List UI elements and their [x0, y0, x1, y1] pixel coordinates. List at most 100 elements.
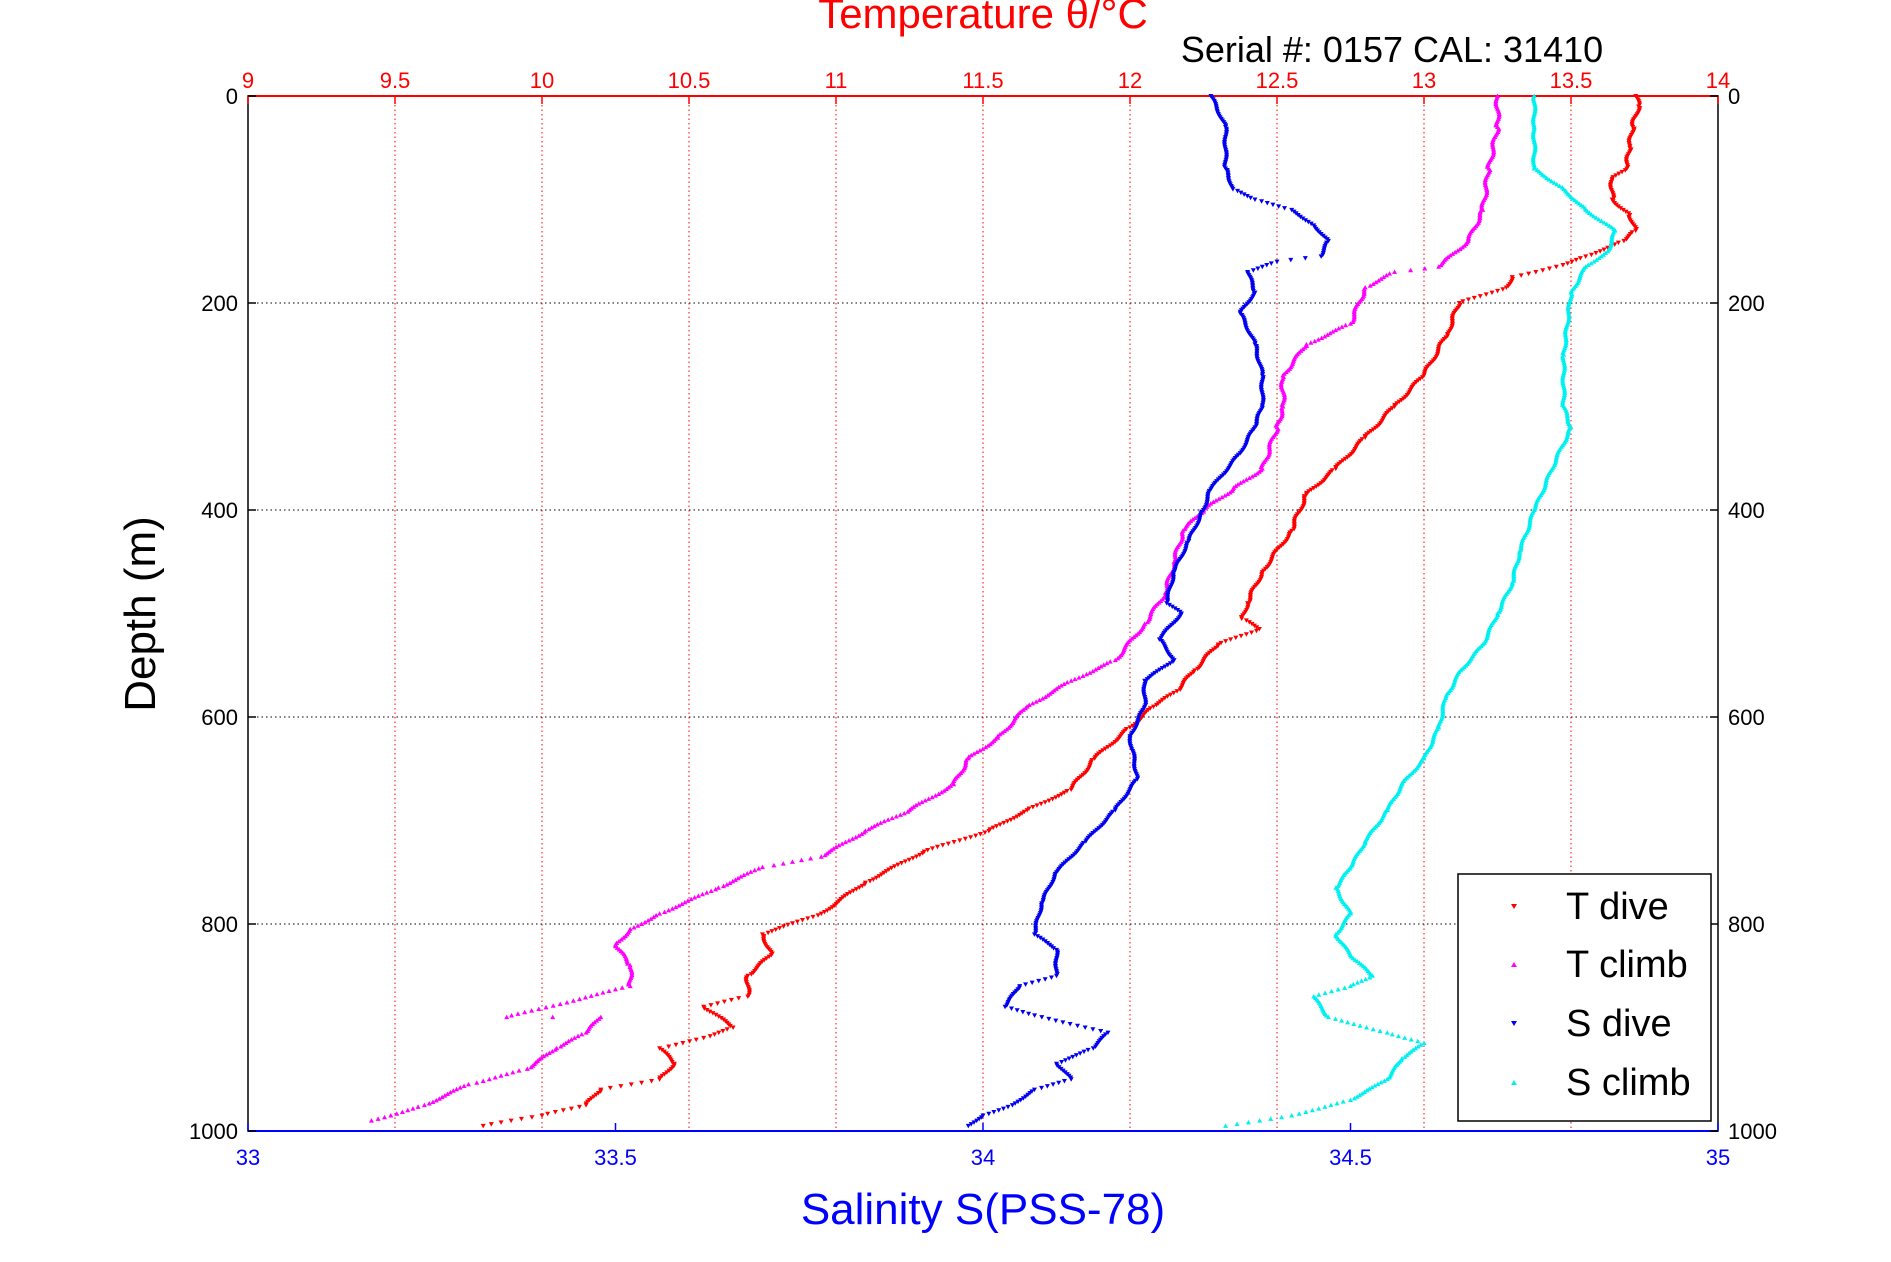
data-point — [1247, 599, 1253, 605]
data-point — [405, 1107, 411, 1113]
data-point — [1615, 240, 1621, 246]
data-point — [1370, 427, 1376, 432]
data-point — [979, 1115, 985, 1120]
tick-label-bottom: 35 — [1706, 1145, 1730, 1170]
data-point — [1159, 666, 1165, 671]
data-point — [498, 1120, 504, 1125]
data-point — [1305, 219, 1311, 225]
data-point — [1363, 976, 1369, 982]
data-point — [1020, 1009, 1026, 1015]
data-point — [889, 865, 895, 871]
data-point — [591, 1094, 597, 1099]
data-point — [1213, 497, 1219, 503]
data-point — [1420, 375, 1426, 380]
legend-marker-t-climb — [1511, 962, 1517, 967]
data-point — [1026, 702, 1032, 708]
data-point — [1553, 264, 1559, 270]
data-point — [474, 1080, 480, 1085]
data-point — [1059, 1060, 1065, 1065]
data-point — [1616, 171, 1622, 177]
data-point — [1107, 659, 1113, 664]
data-point — [827, 906, 833, 912]
data-point — [846, 838, 852, 843]
data-point — [785, 922, 791, 928]
data-point — [594, 991, 600, 997]
data-point — [1596, 216, 1602, 222]
data-point — [1362, 284, 1368, 290]
data-point — [1248, 195, 1254, 201]
data-point — [1546, 177, 1552, 182]
data-point — [642, 919, 648, 925]
data-point — [1333, 885, 1339, 890]
data-point — [1127, 725, 1133, 730]
data-point — [885, 817, 891, 822]
data-point — [1336, 325, 1342, 331]
data-point — [911, 804, 917, 809]
data-point — [1251, 623, 1257, 629]
data-point — [1240, 478, 1246, 484]
data-point — [1257, 1118, 1263, 1123]
tick-label-left: 600 — [201, 705, 238, 730]
data-point — [715, 885, 721, 890]
data-point — [1276, 204, 1282, 209]
data-point — [1020, 707, 1026, 712]
data-point — [704, 1007, 710, 1013]
data-point — [1375, 1081, 1381, 1087]
data-point — [1093, 1044, 1099, 1049]
tick-label-bottom: 33.5 — [594, 1145, 637, 1170]
data-point — [876, 874, 882, 879]
data-point — [1019, 811, 1025, 816]
data-point — [920, 851, 926, 856]
data-point — [1042, 977, 1048, 982]
data-point — [1012, 1101, 1018, 1106]
data-point — [752, 867, 758, 873]
data-point — [929, 794, 935, 800]
data-point — [1000, 1106, 1006, 1112]
data-point — [715, 1001, 721, 1006]
data-point — [1335, 987, 1341, 992]
data-point — [862, 882, 868, 887]
data-point — [1606, 223, 1612, 228]
data-point — [781, 924, 787, 929]
data-point — [1366, 1086, 1372, 1091]
data-point — [977, 832, 983, 837]
data-point — [881, 818, 887, 824]
data-point — [976, 1116, 982, 1122]
data-point — [454, 1086, 460, 1092]
data-point — [699, 891, 705, 897]
data-point — [1596, 255, 1602, 261]
data-point — [1565, 261, 1571, 266]
data-point — [516, 1068, 522, 1073]
data-point — [568, 1106, 574, 1112]
data-point — [1583, 254, 1589, 259]
data-point — [673, 904, 679, 910]
data-point — [635, 923, 641, 928]
data-point — [732, 877, 738, 882]
data-point — [1001, 820, 1007, 826]
data-point — [1622, 168, 1628, 173]
data-point — [1238, 633, 1244, 639]
data-point — [1165, 662, 1171, 668]
data-point — [735, 875, 741, 881]
data-point — [1315, 337, 1321, 342]
data-point — [1216, 496, 1222, 501]
data-point — [1064, 679, 1070, 685]
data-point — [945, 841, 951, 847]
data-point — [736, 996, 742, 1001]
data-point — [849, 836, 855, 841]
data-point — [1274, 259, 1280, 265]
data-point — [730, 878, 736, 884]
data-point — [1238, 190, 1244, 196]
data-point — [1396, 399, 1402, 405]
data-point — [1611, 226, 1617, 231]
data-point — [986, 1111, 992, 1117]
data-point — [1354, 980, 1360, 985]
data-point — [1252, 197, 1258, 202]
data-point — [1342, 985, 1348, 990]
data-point — [1059, 792, 1065, 797]
data-point — [1056, 684, 1062, 690]
data-point — [997, 822, 1003, 827]
data-point — [1322, 1104, 1328, 1109]
series-s-dive — [965, 94, 1331, 1129]
data-point — [657, 1077, 663, 1082]
